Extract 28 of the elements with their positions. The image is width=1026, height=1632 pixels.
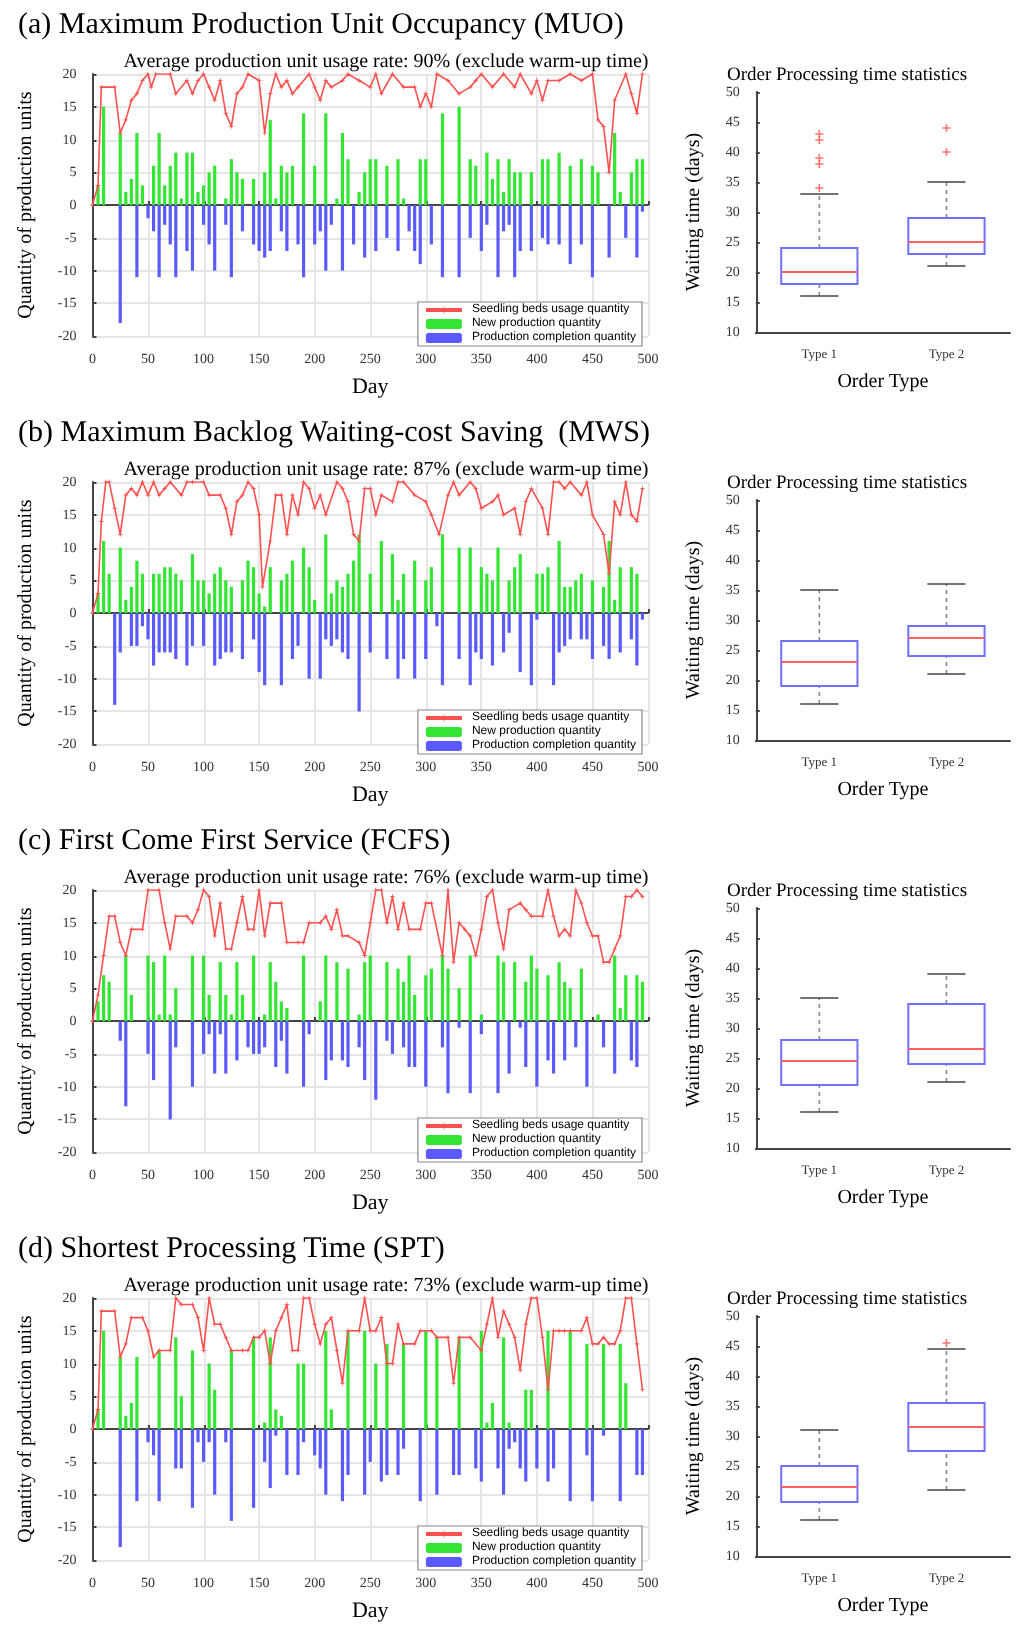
chart-title: Order Processing time statistics — [726, 66, 968, 86]
chart-subtitle: Average production unit usage rate: 73% (exclude warm-up time) — [123, 1275, 649, 1297]
chart-title: Order Processing time statistics — [726, 474, 968, 494]
x-axis-title: Day — [351, 1599, 390, 1623]
chart-title: (c) First Come First Service (FCFS) — [18, 825, 451, 857]
y-axis-title: Quantity of production units — [15, 91, 37, 319]
y-axis-title: Waiting time (days) — [683, 1356, 705, 1516]
y-axis-title: Waiting time (days) — [683, 540, 705, 700]
x-axis-title: Day — [351, 375, 390, 399]
x-axis-title: Order Type — [837, 1186, 930, 1209]
y-axis-title: Waiting time (days) — [683, 948, 705, 1108]
x-axis-title: Order Type — [837, 1594, 930, 1617]
x-axis-title: Order Type — [837, 778, 930, 801]
y-axis-title: Quantity of production units — [15, 499, 37, 727]
chart-subtitle: Average production unit usage rate: 87% (exclude warm-up time) — [123, 459, 649, 481]
chart-title: (a) Maximum Production Unit Occupancy (MUO) — [18, 9, 624, 41]
chart-title: (b) Maximum Backlog Waiting-cost Saving (MWS) — [18, 417, 650, 449]
x-axis-title: Day — [351, 1191, 390, 1215]
chart-title: Order Processing time statistics — [726, 882, 968, 902]
chart-title: Order Processing time statistics — [726, 1290, 968, 1310]
chart-subtitle: Average production unit usage rate: 90% (exclude warm-up time) — [123, 51, 649, 73]
x-axis-title: Order Type — [837, 370, 930, 393]
y-axis-title: Waiting time (days) — [683, 132, 705, 292]
y-axis-title: Quantity of production units — [15, 907, 37, 1135]
y-axis-title: Quantity of production units — [15, 1315, 37, 1543]
chart-subtitle: Average production unit usage rate: 76% (exclude warm-up time) — [123, 867, 649, 889]
x-axis-title: Day — [351, 783, 390, 807]
chart-title: (d) Shortest Processing Time (SPT) — [18, 1233, 445, 1265]
